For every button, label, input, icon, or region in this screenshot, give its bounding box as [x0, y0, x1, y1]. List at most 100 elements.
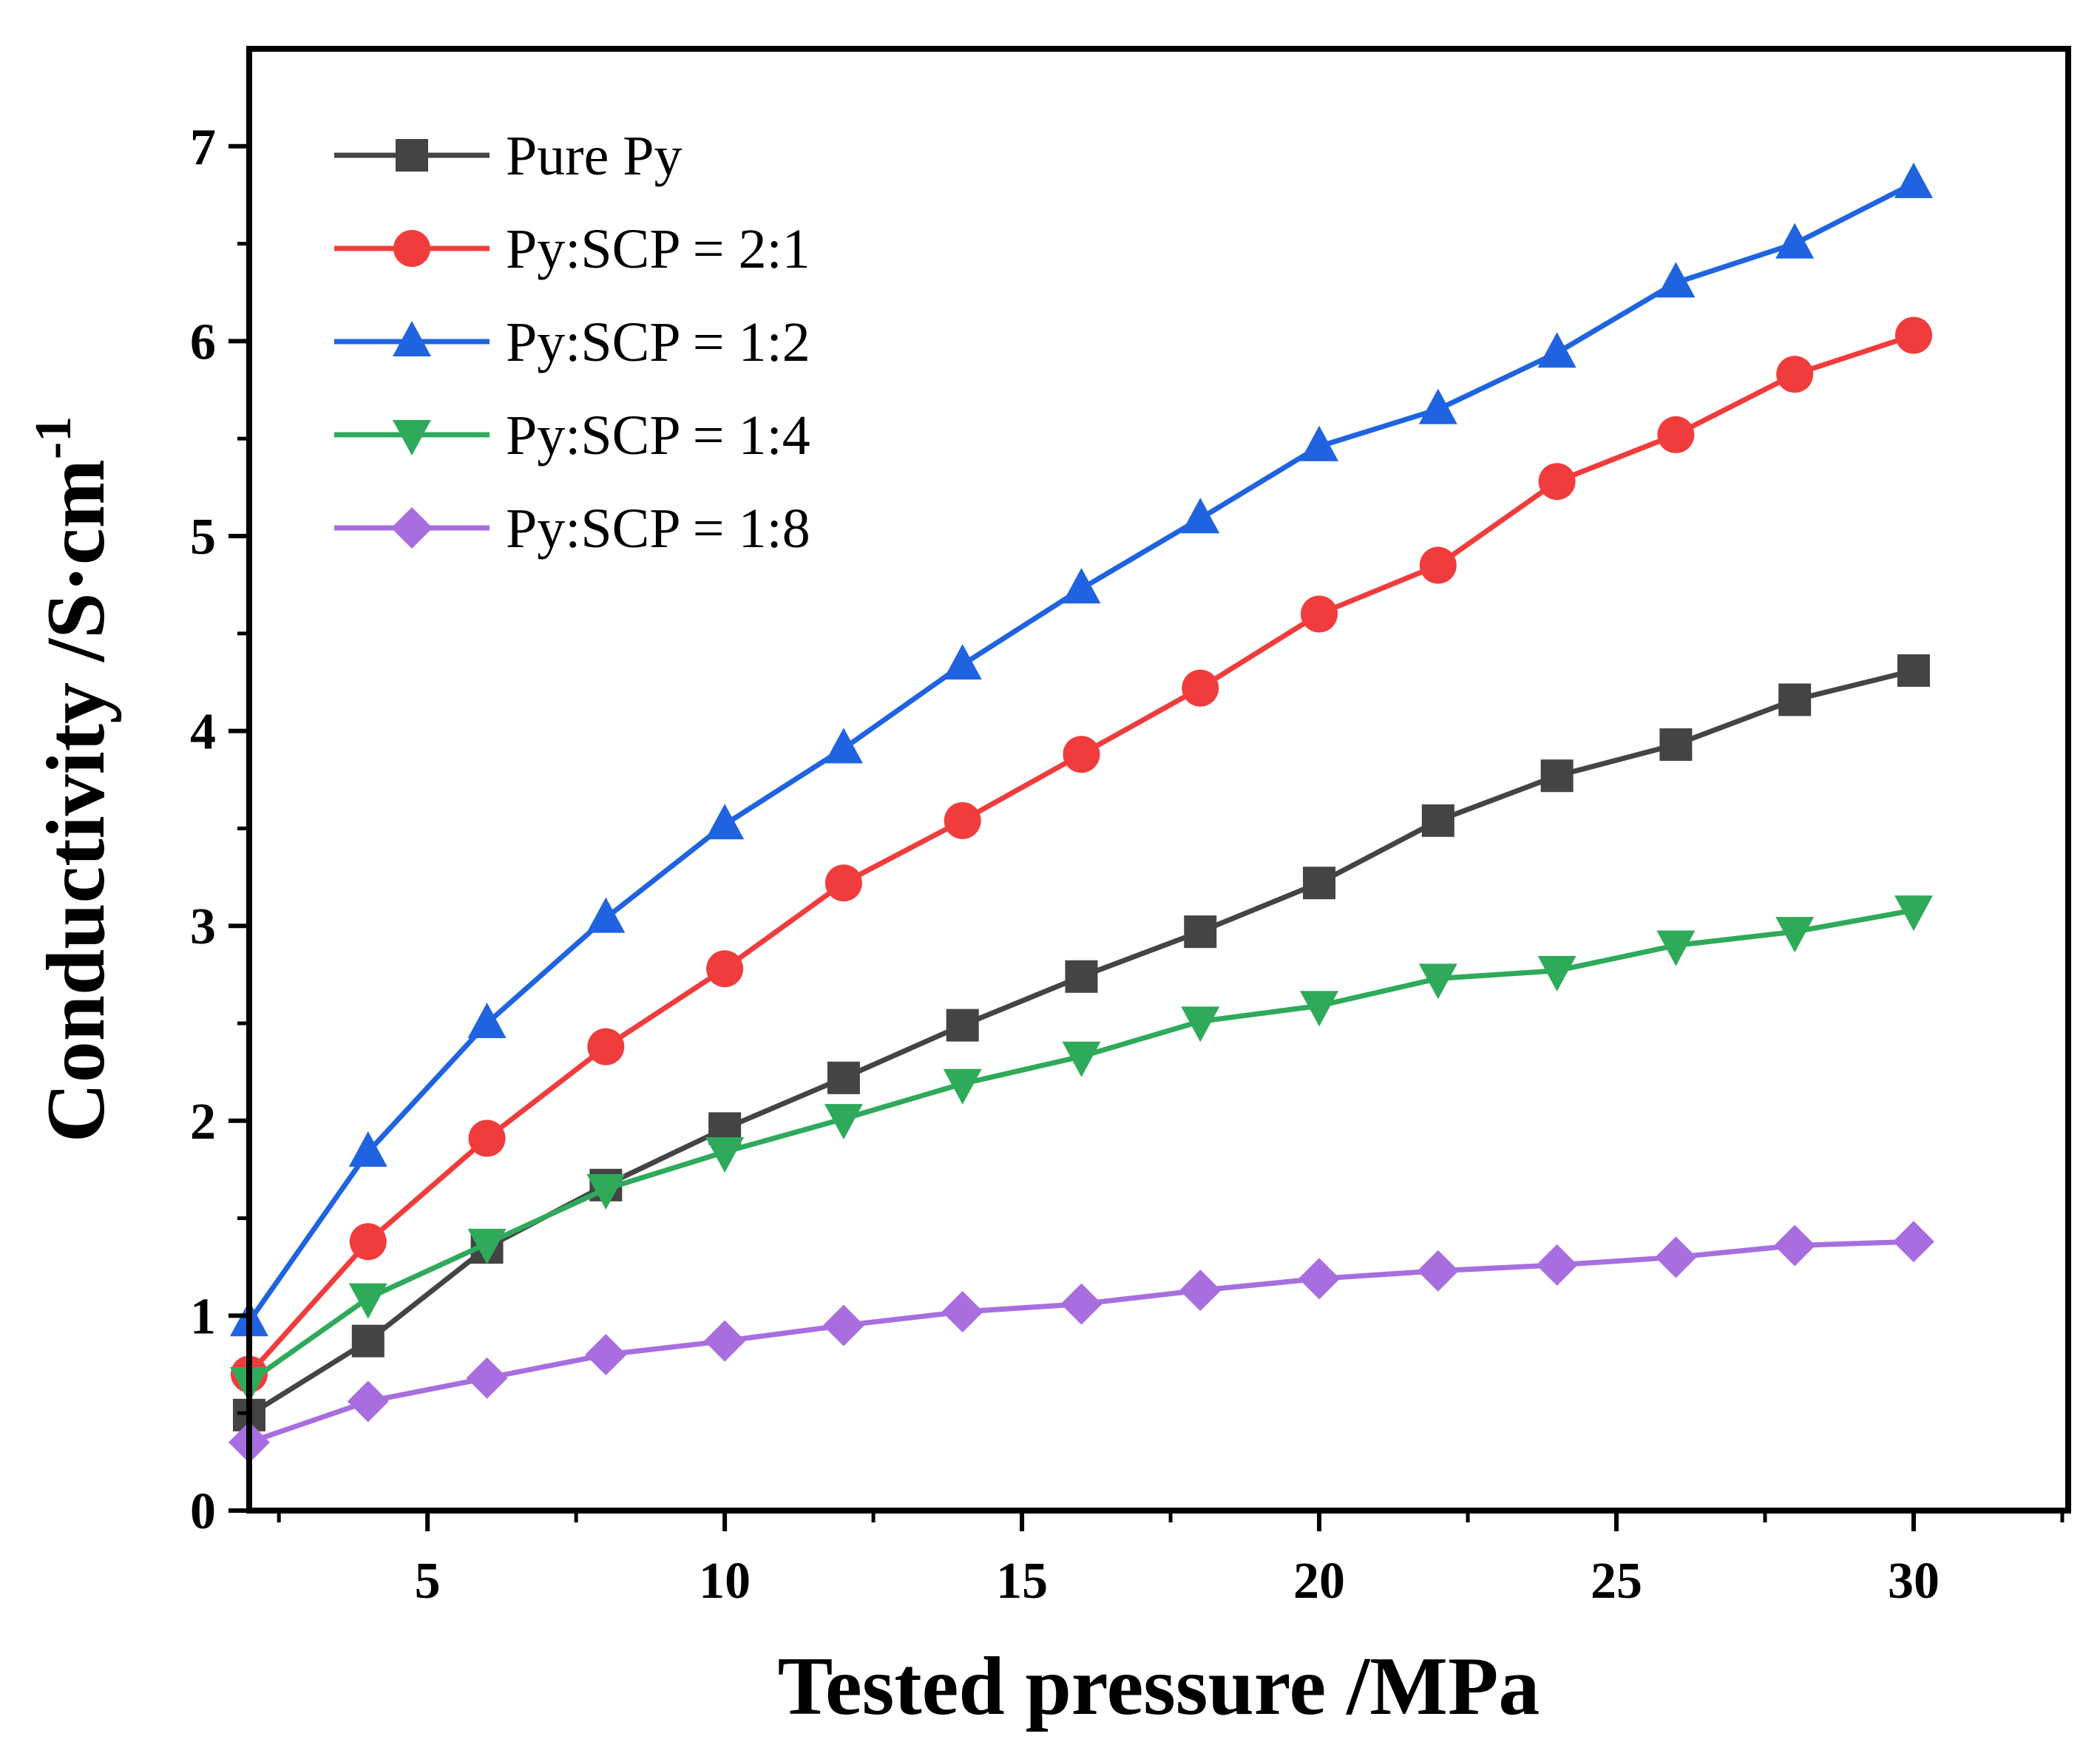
axis-ticks: 5 10 15 20 25 30 0 1 2 3 4 5 6 7: [190, 119, 2065, 1610]
data-point: [1179, 1270, 1222, 1312]
legend-marker: [393, 321, 431, 356]
x-tick-label: 15: [996, 1553, 1048, 1610]
data-point: [347, 1380, 389, 1423]
data-point: [827, 1061, 860, 1094]
data-point: [1657, 416, 1695, 453]
y-tick-label: 3: [190, 898, 216, 955]
data-point: [824, 1104, 863, 1140]
series-3: [230, 895, 1933, 1403]
data-point: [943, 643, 982, 679]
data-point: [1656, 930, 1696, 966]
legend-item: Pure Py: [334, 125, 682, 187]
y-tick-label: 4: [190, 704, 216, 761]
data-point: [1894, 162, 1933, 198]
data-point: [587, 1028, 625, 1065]
data-point: [351, 1324, 385, 1358]
data-point: [1060, 1283, 1102, 1325]
data-point: [1540, 759, 1574, 793]
data-point: [1775, 223, 1815, 259]
data-point: [1417, 1250, 1459, 1292]
data-point: [1303, 867, 1336, 900]
data-point: [705, 1136, 745, 1173]
legend-item: Py:SCP = 1:4: [334, 404, 810, 467]
y-tick-label: 0: [190, 1483, 216, 1540]
data-point: [1655, 1236, 1697, 1278]
data-point: [349, 1223, 387, 1261]
data-point: [704, 1320, 746, 1362]
data-point: [824, 864, 862, 902]
plot-marks: [228, 162, 1934, 1463]
y-axis-title: Conductivity /S·cm-1: [25, 416, 122, 1142]
data-point: [1300, 991, 1339, 1027]
data-point: [1538, 463, 1576, 501]
y-tick-label: 2: [190, 1094, 216, 1150]
legend-marker: [396, 139, 428, 172]
data-point: [1774, 1224, 1816, 1267]
data-point: [1421, 804, 1454, 837]
legend-label: Py:SCP = 1:8: [506, 498, 810, 560]
legend-label: Py:SCP = 2:1: [506, 218, 810, 280]
data-point: [467, 1003, 507, 1038]
data-point: [1537, 955, 1576, 992]
data-point: [824, 728, 863, 764]
data-point: [1063, 736, 1100, 773]
data-point: [1536, 1244, 1578, 1286]
data-point: [822, 1304, 864, 1346]
data-point: [1182, 669, 1219, 707]
y-tick-label: 5: [190, 509, 216, 566]
legend-item: Py:SCP = 2:1: [334, 218, 810, 280]
y-tick-label: 7: [190, 119, 216, 176]
data-point: [467, 1228, 507, 1264]
plot-frame: [246, 46, 2071, 1514]
series-line: [247, 333, 1915, 1376]
data-point: [941, 1291, 983, 1333]
data-point: [943, 1068, 982, 1105]
data-point: [466, 1357, 508, 1399]
legend-label: Py:SCP = 1:4: [506, 404, 810, 467]
legend: Pure Py Py:SCP = 2:1 Py:SCP = 1:2 Py:SCP = …: [334, 125, 810, 560]
data-point: [944, 801, 981, 839]
series-line: [248, 1238, 1914, 1446]
data-point: [348, 1283, 387, 1319]
data-point: [1418, 388, 1457, 424]
data-point: [1659, 728, 1693, 762]
data-point: [1894, 895, 1933, 932]
data-point: [1892, 1221, 1934, 1263]
data-point: [1181, 1006, 1220, 1043]
data-point: [1419, 546, 1457, 584]
data-point: [1184, 915, 1217, 949]
series-2: [230, 162, 1933, 1337]
x-tick-label: 10: [699, 1553, 751, 1610]
data-point: [1298, 1258, 1341, 1300]
data-point: [1300, 425, 1339, 461]
data-point: [1894, 316, 1932, 354]
data-point: [1418, 963, 1457, 1000]
data-point: [1778, 683, 1812, 716]
data-point: [348, 1131, 387, 1167]
data-point: [1062, 568, 1101, 604]
data-point: [1181, 498, 1220, 534]
x-tick-label: 25: [1591, 1553, 1642, 1610]
y-axis-title-superscript: -1: [25, 416, 82, 459]
y-tick-label: 6: [190, 314, 216, 370]
x-tick-label: 5: [415, 1553, 441, 1610]
data-point: [705, 804, 745, 840]
data-point: [468, 1119, 506, 1157]
data-point: [946, 1009, 979, 1042]
legend-label: Pure Py: [506, 125, 682, 187]
data-point: [585, 1334, 627, 1376]
data-point: [1062, 1041, 1101, 1077]
y-axis-title-main: Conductivity /S·cm: [30, 459, 122, 1142]
data-point: [1656, 262, 1696, 298]
data-point: [1065, 960, 1098, 993]
data-point: [1775, 917, 1815, 953]
data-point: [1897, 654, 1930, 687]
legend-marker: [391, 507, 433, 549]
data-point: [706, 950, 744, 988]
data-point: [1776, 356, 1814, 393]
series-1: [231, 316, 1932, 1393]
x-axis-title: Tested pressure /MPa: [778, 1641, 1540, 1732]
y-tick-label: 1: [190, 1288, 216, 1345]
legend-marker: [393, 230, 430, 267]
